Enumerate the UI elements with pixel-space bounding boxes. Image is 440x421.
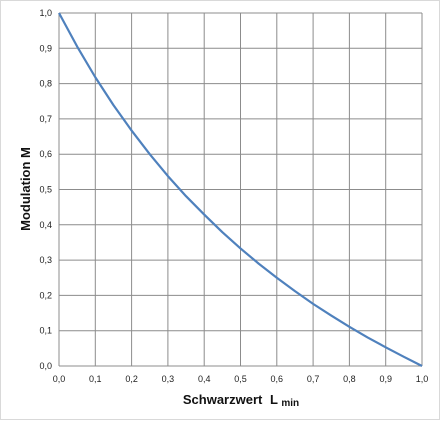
y-tick-label: 0,1	[39, 326, 52, 336]
x-tick-label: 0,3	[162, 374, 175, 384]
x-tick-label: 0,1	[89, 374, 102, 384]
x-tick-label: 0,0	[53, 374, 66, 384]
x-tick-label: 0,2	[125, 374, 138, 384]
x-tick-label: 0,5	[234, 374, 247, 384]
x-tick-label: 0,4	[198, 374, 211, 384]
x-tick-labels: 0,0 0,1 0,2 0,3 0,4 0,5 0,6 0,7 0,8 0,9 1,0	[53, 374, 429, 384]
grid	[58, 12, 423, 367]
y-tick-label: 0,9	[39, 43, 52, 53]
x-axis-title-letter: L	[270, 392, 278, 407]
y-tick-label: 0,5	[39, 185, 52, 195]
y-tick-label: 0,6	[39, 149, 52, 159]
y-tick-label: 0,3	[39, 255, 52, 265]
y-tick-label: 1,0	[39, 8, 52, 18]
x-tick-label: 0,8	[343, 374, 356, 384]
series-group	[58, 12, 423, 367]
x-axis-title-main: Schwarzwert	[183, 392, 263, 407]
y-tick-labels: 0,0 0,1 0,2 0,3 0,4 0,5 0,6 0,7 0,8 0,9 1,0	[39, 8, 52, 371]
x-tick-label: 0,9	[379, 374, 392, 384]
x-tick-label: 0,6	[271, 374, 284, 384]
y-tick-label: 0,0	[39, 361, 52, 371]
x-tick-label: 0,7	[307, 374, 320, 384]
y-tick-label: 0,7	[39, 114, 52, 124]
x-axis-title: Schwarzwert L min	[183, 392, 299, 409]
x-tick-label: 1,0	[416, 374, 429, 384]
y-tick-label: 0,8	[39, 79, 52, 89]
y-axis-title: Modulation M	[18, 147, 33, 231]
y-tick-label: 0,4	[39, 220, 52, 230]
x-axis-title-subscript: min	[281, 398, 299, 409]
series-line	[58, 12, 423, 367]
y-tick-label: 0,2	[39, 290, 52, 300]
